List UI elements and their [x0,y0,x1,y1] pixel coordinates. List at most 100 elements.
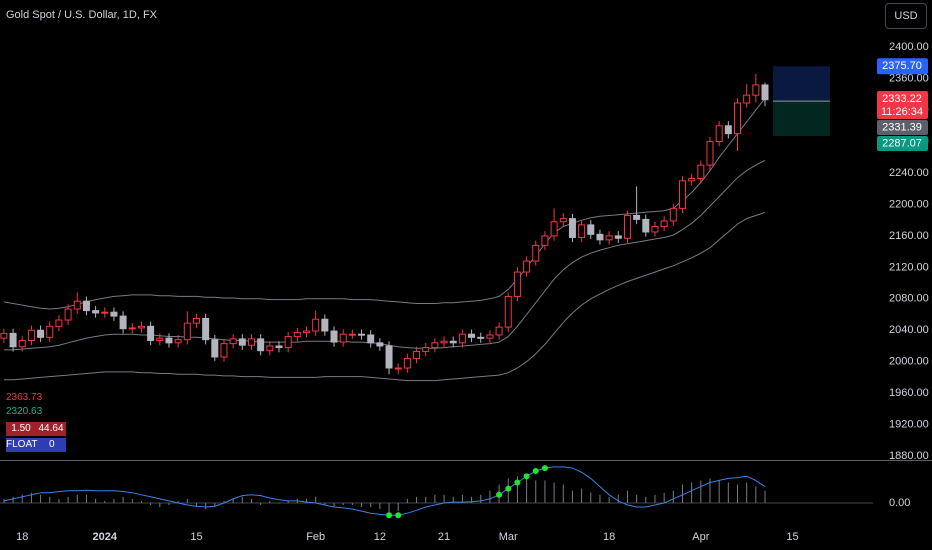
panel-low: 2320.63 [6,406,43,417]
stop-label-bg [877,136,928,151]
y-tick-label: 2040.00 [889,324,929,336]
currency-button[interactable]: USD [885,3,927,29]
candle-body [156,337,164,341]
candle-body [523,260,531,273]
candle-body [587,224,595,235]
histogram-bar [553,482,555,503]
candle-body [761,84,769,101]
candle-body [37,329,45,338]
candle-body [284,336,292,349]
candle-body [220,343,228,358]
candle-body [367,334,375,344]
histogram-bar [269,500,271,503]
x-tick-label: 21 [438,531,450,543]
histogram-bar [654,494,656,503]
band-line [3,211,766,382]
histogram-bar [168,502,170,505]
candle-body [431,342,439,349]
histogram-bar [315,496,317,503]
histogram-bar [287,500,289,503]
candle-body [596,233,604,241]
histogram-bar [425,496,427,503]
candle-body [403,358,411,369]
histogram-bar [260,502,262,505]
candle-body [110,311,118,317]
candle-body [477,336,485,339]
candle-body [623,214,631,239]
histogram-bar [397,502,399,512]
panel-cell: 0 [48,439,55,450]
histogram-bar [746,482,748,503]
histogram-bar [691,482,693,503]
candle-body [605,235,613,241]
candle-body [46,325,54,338]
histogram-bar [571,490,573,503]
candle-body [55,319,63,327]
y-tick-label: 2080.00 [889,293,929,305]
signal-dot [395,512,402,519]
histogram-bar [526,478,528,503]
candle-body [229,338,237,345]
histogram-bar [608,496,610,503]
band-line [3,97,766,310]
entry-label-bg [877,120,928,135]
last-price-label: 2333.22 [882,93,922,105]
signal-dot [514,479,521,486]
histogram-bar [645,496,647,503]
candle-body [192,317,200,324]
x-tick-label: 18 [16,531,28,543]
histogram-bar [40,494,42,503]
candle-body [211,339,219,358]
panel-high: 2363.73 [6,392,43,403]
candle-body [642,218,650,233]
histogram-bar [131,498,133,503]
histogram-bar [232,498,234,503]
candle-body [321,318,329,332]
histogram-bar [626,490,628,503]
histogram-bar [324,502,326,505]
histogram-bar [76,494,78,503]
stop-zone [773,101,830,136]
histogram-bar [140,500,142,503]
panel-cell: 1.50 [11,423,31,434]
candle-body [147,325,155,341]
histogram-bar [278,502,280,504]
candle-body [752,84,760,96]
signal-dot [532,468,539,475]
y-tick-label: 1880.00 [889,450,929,462]
histogram-bar [388,502,390,514]
candle-body [202,317,210,341]
y-tick-label: 2200.00 [889,198,929,210]
target-label-bg [877,58,928,75]
candle-body [394,367,402,370]
candle-body [734,102,741,135]
candle-body [440,340,448,344]
candle-body [559,218,567,223]
last-price-bg [877,91,928,119]
histogram-bar [764,490,766,503]
y-tick-label: 2400.00 [889,41,929,53]
histogram-bar [718,480,720,503]
x-tick-label: 15 [786,531,798,543]
histogram-bar [150,502,152,505]
signal-dot [505,485,512,492]
histogram-bar [416,496,418,503]
histogram-bar [122,496,124,503]
panel-cell: FLOAT [6,439,38,450]
histogram-bar [306,498,308,503]
candle-body [413,350,421,360]
histogram-bar [342,502,344,505]
candle-body [18,339,26,348]
candle-body [688,177,696,182]
target-zone [773,66,830,102]
candle-body [9,332,17,348]
histogram-bar [544,480,546,503]
histogram-bar [535,480,537,503]
candle-body [275,345,283,349]
histogram-bar [3,498,5,503]
histogram-bar [351,502,353,505]
histogram-bar [727,482,729,503]
candle-body [330,330,338,343]
candle-body [532,244,540,262]
